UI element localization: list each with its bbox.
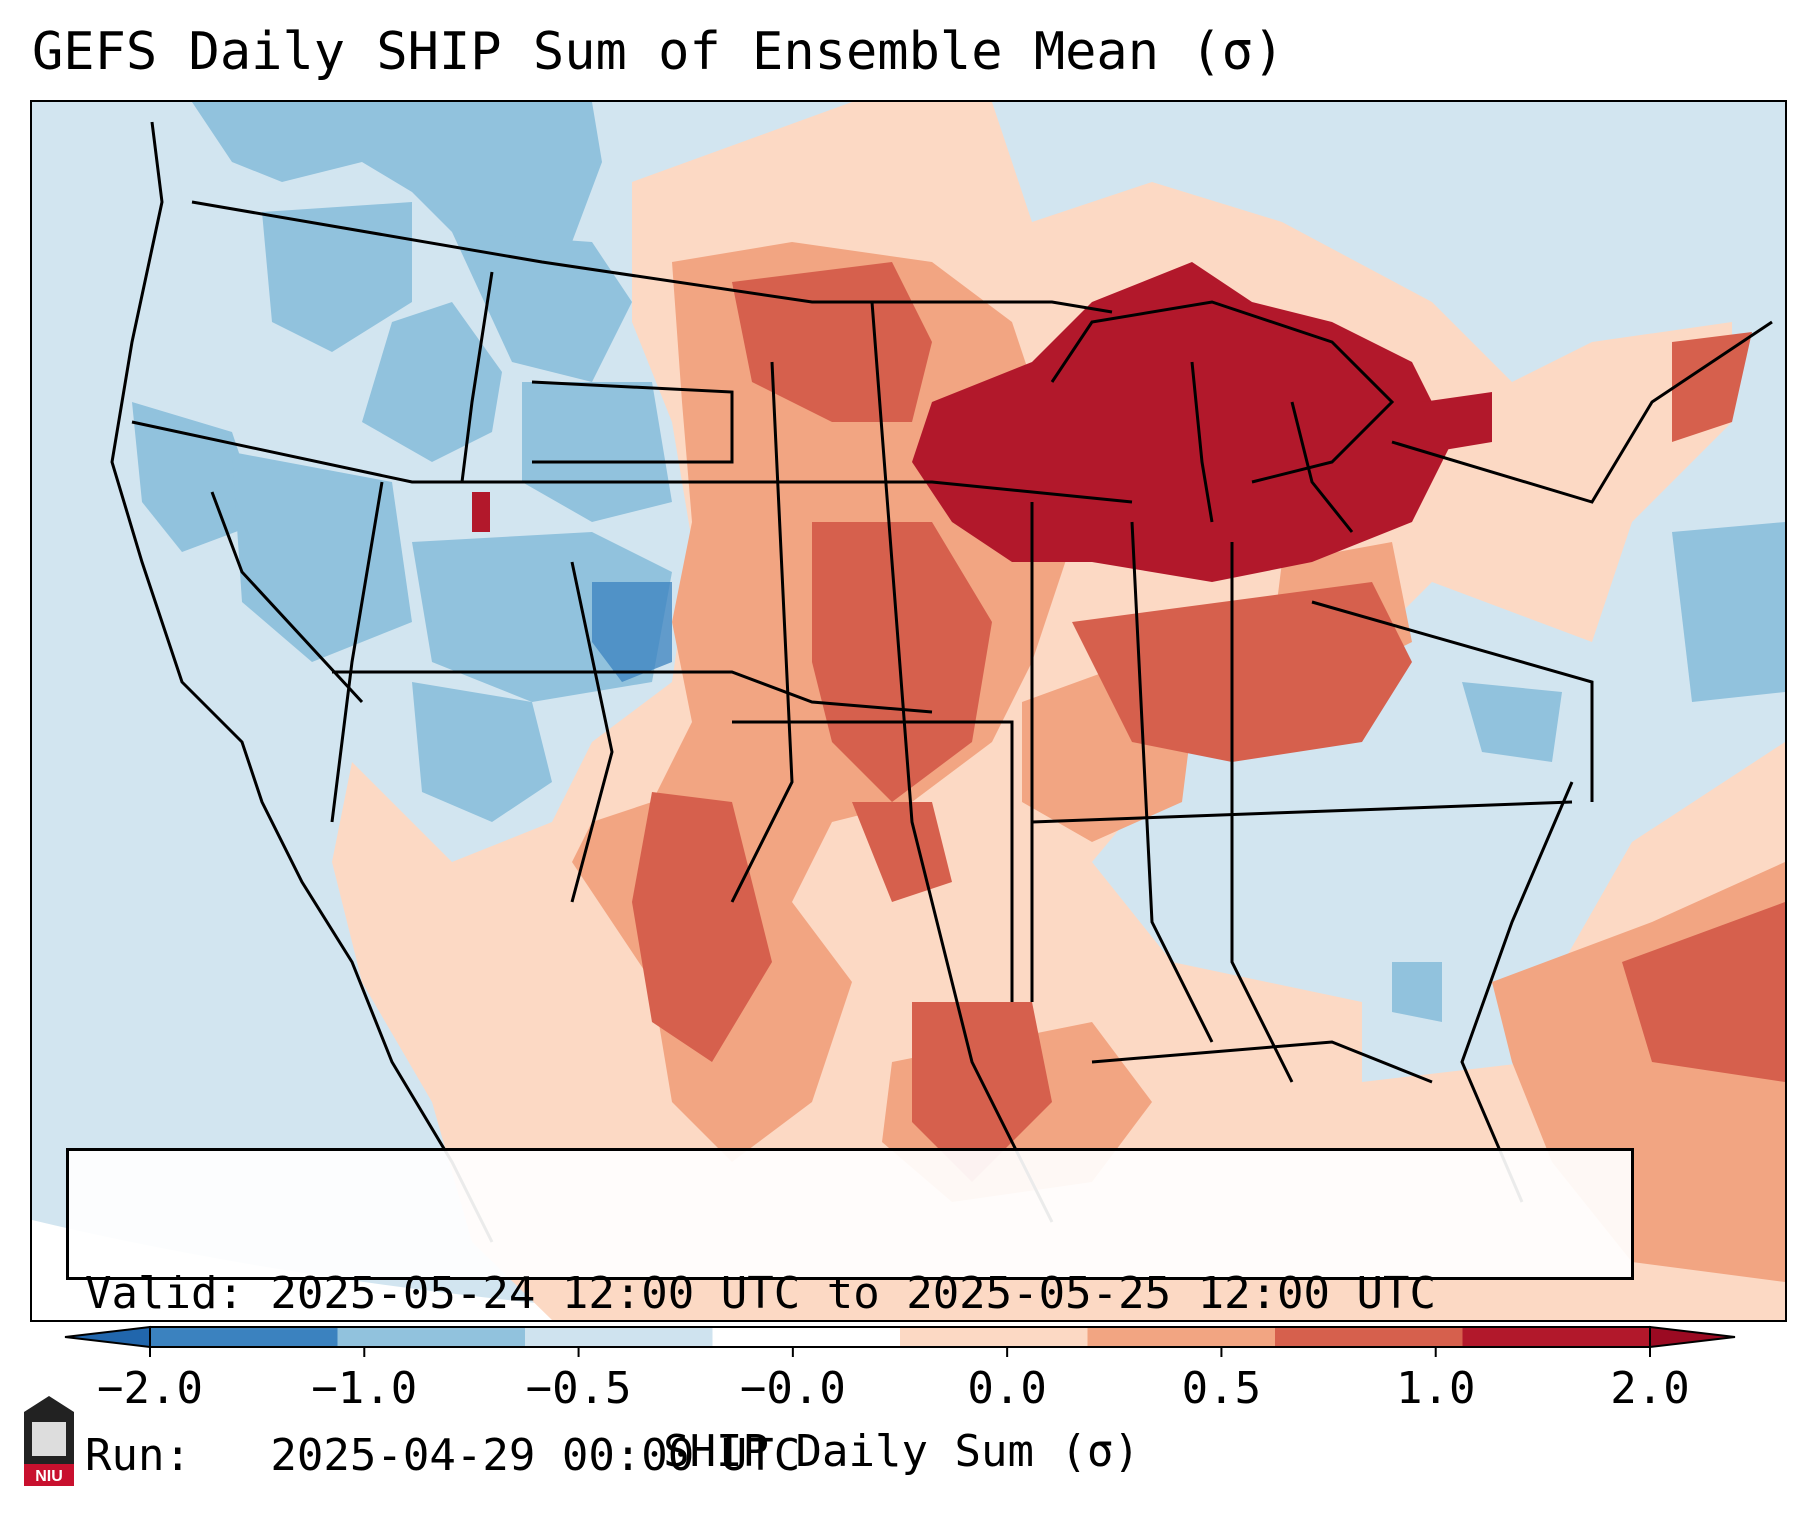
state-line-ms — [1130, 521, 1214, 1043]
lake-huron-line — [1290, 401, 1354, 533]
patch-atlantic-blue — [1672, 522, 1785, 702]
state-line-wy — [531, 380, 734, 464]
region-ontario-darkest — [1422, 392, 1492, 452]
state-line-1 — [131, 420, 1133, 504]
colorbar-tick-label-1: −1.0 — [311, 1363, 418, 1414]
colorbar-segment-2 — [525, 1327, 713, 1347]
patch-nc-blue — [1462, 682, 1562, 762]
lake-michigan-line — [1190, 361, 1214, 523]
colorbar-tick-label-7: 2.0 — [1610, 1363, 1690, 1414]
colorbar-segment-1 — [337, 1327, 525, 1347]
patch-or-blue — [132, 402, 262, 552]
east-coast-line — [1460, 781, 1574, 1203]
colorbar-tick-label-0: −2.0 — [97, 1363, 203, 1414]
logo-text: NIU — [35, 1468, 63, 1485]
region-great-lakes-darkest — [912, 262, 1452, 582]
run-line: Run: 2025-04-29 00:00 UTC — [85, 1430, 801, 1481]
map-panel[interactable] — [30, 100, 1787, 1322]
colorbar-segment-4 — [900, 1327, 1088, 1347]
colorbar-tick-label-4: 0.0 — [967, 1363, 1047, 1414]
map-canvas — [32, 102, 1785, 1320]
patch-co-dark-blue — [592, 582, 672, 682]
state-line-nv — [330, 481, 384, 823]
region-ks-dark — [812, 522, 992, 802]
colorbar-segment-7 — [1462, 1327, 1650, 1347]
patch-wy-blue — [522, 382, 672, 522]
colorbar-segment-0 — [150, 1327, 338, 1347]
colorbar-tick-label-3: −0.0 — [739, 1363, 846, 1414]
state-line-ne — [1391, 320, 1773, 504]
boundary-lines — [110, 121, 1773, 1243]
colorbar-extend-low — [64, 1325, 151, 1349]
state-line-ca — [210, 491, 364, 704]
region-gulf-dark — [912, 1002, 1052, 1182]
patch-az-blue — [412, 682, 552, 822]
state-line-id — [460, 271, 494, 483]
university-logo-icon: NIU — [24, 1396, 74, 1486]
state-line-tn — [1031, 800, 1573, 824]
patch-ut-darkest — [472, 492, 490, 532]
colorbar-label: SHIP Daily Sum (σ) — [663, 1426, 1140, 1477]
patch-nw-blue — [192, 102, 602, 262]
colorbar-tick-label-5: 0.5 — [1181, 1363, 1262, 1414]
patch-wa-blue — [262, 202, 412, 352]
region-ne-dark — [1672, 332, 1752, 442]
region-atlantic-dark — [1622, 902, 1785, 1082]
region-mid-dark — [1072, 582, 1412, 762]
patch-fl-blue — [1392, 962, 1442, 1022]
colorbar-outline — [149, 1326, 1651, 1348]
projection-edge-left — [32, 1220, 732, 1320]
state-line-al — [1230, 542, 1294, 1083]
west-coast-line — [110, 121, 494, 1243]
region-tx-dark — [632, 792, 772, 1062]
state-line-tx — [870, 301, 1054, 1223]
colorbar — [64, 1325, 1736, 1357]
colorbar-tick-label-6: 1.0 — [1395, 1363, 1476, 1414]
colorbar-extend-high — [1649, 1325, 1736, 1349]
colorbar-tick-label-2: −0.5 — [525, 1363, 632, 1414]
state-line-va — [1311, 600, 1594, 802]
gulf-coast-line — [1091, 1040, 1433, 1084]
colorbar-segment-3 — [712, 1327, 900, 1347]
valid-line: Valid: 2025-05-24 12:00 UTC to 2025-05-2… — [85, 1268, 1437, 1319]
patch-id-blue — [362, 302, 502, 462]
canada-border-line — [191, 200, 1113, 314]
colorbar-segment-5 — [1087, 1327, 1275, 1347]
state-line-ut — [570, 561, 614, 903]
colorbar-segment-6 — [1275, 1327, 1463, 1347]
map-title: GEFS Daily SHIP Sum of Ensemble Mean (σ) — [32, 22, 1285, 82]
state-line-ok — [732, 720, 1014, 1002]
state-line-plains — [730, 361, 794, 903]
info-box: Valid: 2025-05-24 12:00 UTC to 2025-05-2… — [66, 1148, 1634, 1481]
great-lakes-line — [1050, 300, 1395, 484]
state-line-36 — [332, 670, 933, 714]
